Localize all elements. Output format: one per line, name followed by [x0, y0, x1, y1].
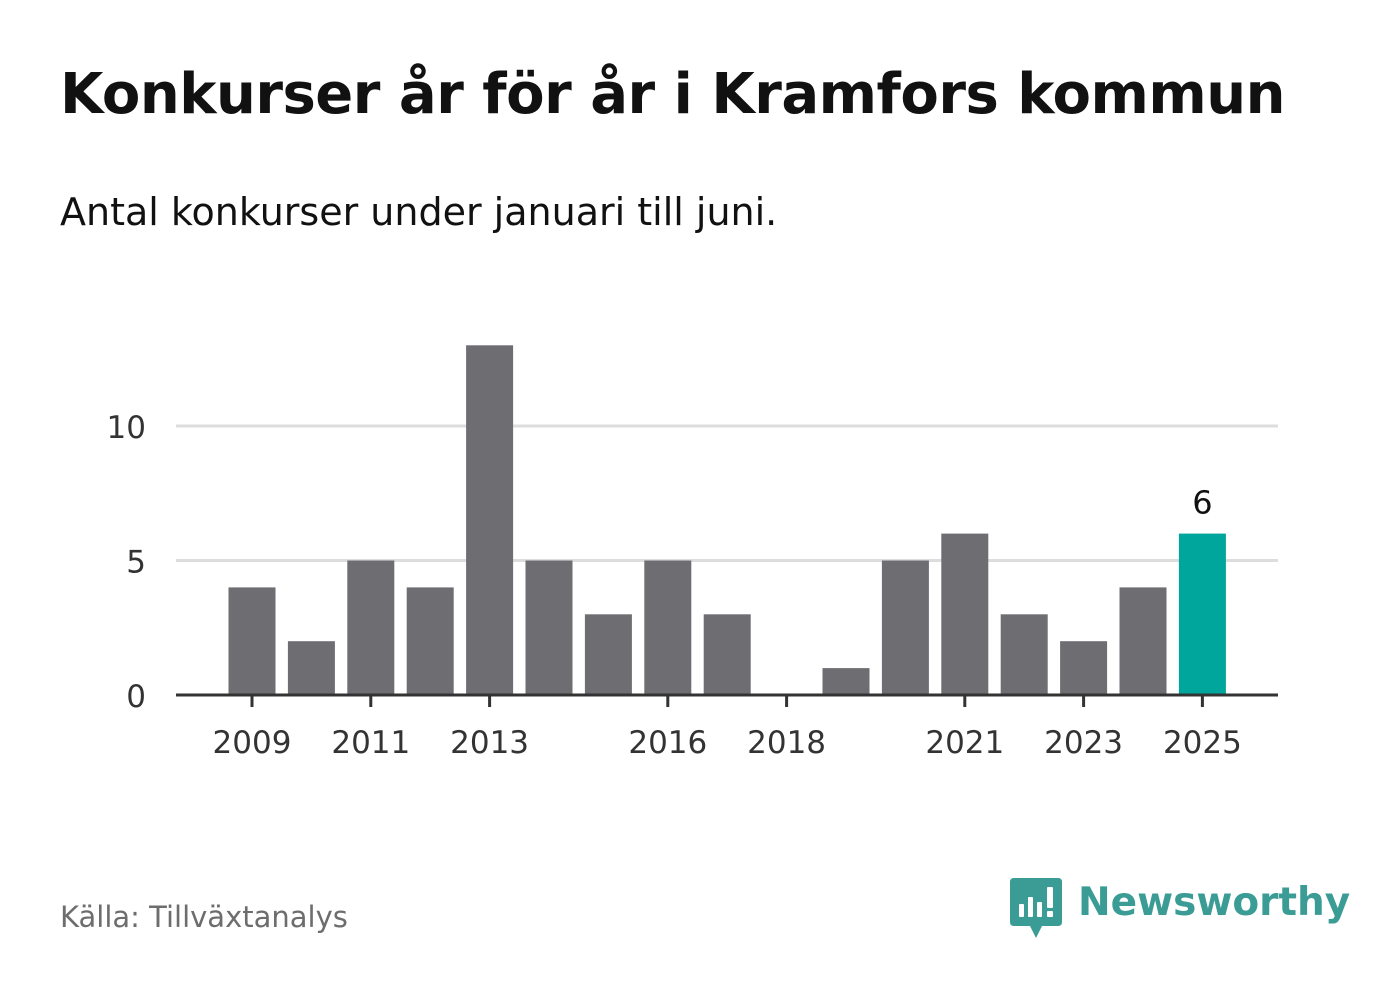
x-tick-label: 2016: [628, 725, 707, 761]
y-tick-label: 10: [107, 410, 146, 446]
bar-chart: 0 5 10 6 2009 2011 2013 2016 2018 2021 2023 2025: [107, 345, 1278, 761]
bar-2023: [1060, 641, 1108, 695]
bar-2014: [525, 560, 573, 695]
gridlines: [176, 424, 1278, 562]
newsworthy-logo-icon: [1010, 878, 1062, 938]
x-tick-label: 2025: [1163, 725, 1242, 761]
y-tick-label: 5: [126, 545, 146, 581]
bar-2016: [644, 560, 692, 695]
bar-2017: [703, 614, 751, 695]
axes: [176, 693, 1278, 707]
bar-2013: [466, 345, 514, 695]
bar-2019: [822, 668, 870, 695]
brand-logo: Newsworthy: [1010, 878, 1350, 942]
bar-2021: [941, 533, 989, 695]
bar-2025: [1178, 533, 1226, 695]
labels: 0 5 10 6 2009 2011 2013 2016 2018 2021 2023 2025: [107, 410, 1242, 761]
bar-2012: [406, 587, 454, 695]
brand-name: Newsworthy: [1078, 880, 1351, 925]
x-tick-label: 2011: [331, 725, 410, 761]
bar-2009: [228, 587, 276, 695]
source-note: Källa: Tillväxtanalys: [60, 900, 348, 934]
bar-2020: [881, 560, 929, 695]
bar-2011: [347, 560, 395, 695]
x-tick-label: 2023: [1044, 725, 1123, 761]
bar-2022: [1000, 614, 1048, 695]
x-tick-label: 2013: [450, 725, 529, 761]
bar-2024: [1119, 587, 1167, 695]
data-label-2025: 6: [1192, 484, 1212, 522]
chart-subtitle: Antal konkurser under januari till juni.: [60, 190, 778, 234]
bar-2015: [584, 614, 632, 695]
x-tick-label: 2018: [747, 725, 826, 761]
bar-2010: [287, 641, 335, 695]
x-tick-label: 2021: [925, 725, 1004, 761]
bars: [228, 345, 1226, 695]
x-tick-label: 2009: [213, 725, 292, 761]
y-tick-label: 0: [126, 679, 146, 715]
chart-title: Konkurser år för år i Kramfors kommun: [60, 62, 1285, 127]
